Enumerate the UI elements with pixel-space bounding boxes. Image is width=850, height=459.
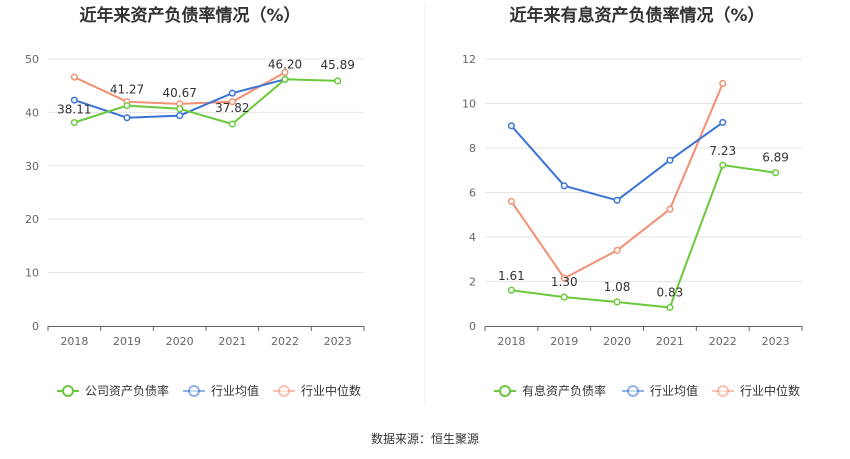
y-tick-label: 40 [25,106,39,119]
legend-item-company[interactable]: 公司资产负债率 [57,383,169,398]
legend-circle-marker [717,385,729,397]
industry-median-data-point [70,73,78,81]
x-tick-label: 2018 [60,335,88,348]
company-data-point [507,286,515,294]
y-tick-label: 0 [32,320,39,333]
data-label: 45.89 [320,58,354,72]
legend-item-industry-average[interactable]: 行业均值 [622,383,698,398]
y-tick-label: 6 [469,187,476,200]
industry-average-data-point [70,96,78,104]
data-label: 7.23 [709,144,736,158]
company-data-point [334,77,342,85]
company-data-point [613,298,621,306]
debt-ratio-chart: 近年来资产负债率情况（%） 0 10 20 30 40 50 2018 2019 2020 2021… [25,5,365,398]
data-label: 46.20 [268,57,302,71]
legend-circle-marker [278,385,290,397]
y-tick-label: 10 [462,98,476,111]
company-series-line [73,78,338,125]
legend-label: 公司资产负债率 [85,383,169,398]
company-data-point [70,118,78,127]
industry-average-data-point [613,196,621,204]
industry-average-data-point [719,118,727,126]
y-tick-label: 10 [25,267,39,280]
industry-average-data-point [560,182,568,190]
industry-average-data-point [666,156,674,164]
industry-average-data-point [228,89,236,97]
data-label: 1.30 [551,275,578,289]
company-data-point [228,120,236,128]
legend-label: 行业中位数 [740,383,800,398]
industry-median-data-point [719,79,727,88]
x-tick-label: 2018 [497,335,525,348]
company-data-point [560,293,568,301]
y-tick-label: 4 [469,231,476,244]
industry-median-data-point [281,68,289,76]
legend-label: 行业均值 [650,383,698,398]
legend-circle-marker [499,385,511,397]
y-tick-label: 12 [462,53,476,66]
x-tick-label: 2020 [166,335,194,348]
x-tick-label: 2019 [550,335,578,348]
chart-title: 近年来有息资产负债率情况（%） [509,5,764,26]
company-data-point [772,169,780,177]
chart-title: 近年来资产负债率情况（%） [79,5,300,26]
interest-debt-ratio-chart: 近年来有息资产负债率情况（%） 0 2 4 6 8 10 12 2018 2019 2020 2021… [462,5,803,398]
data-label: 41.27 [110,83,144,97]
industry-average-data-point [123,114,131,122]
legend-item-company[interactable]: 有息资产负债率 [494,383,606,398]
y-tick-label: 30 [25,160,39,173]
data-label: 0.83 [657,286,684,300]
company-series-line [511,164,776,309]
legend-item-industry-median[interactable]: 行业中位数 [712,383,800,398]
data-label: 1.08 [604,280,631,294]
x-tick-label: 2019 [113,335,141,348]
y-tick-label: 0 [469,320,476,333]
industry-median-data-point [666,205,674,213]
company-data-point [123,102,131,110]
legend-circle-marker [627,385,639,397]
legend-circle-marker [188,385,200,397]
y-tick-label: 2 [469,276,476,289]
x-tick-label: 2023 [762,335,790,348]
data-label: 1.61 [498,269,525,283]
company-data-point [666,303,674,312]
y-tick-label: 50 [25,53,39,66]
data-source-text: 数据来源：恒生聚源 [371,431,479,446]
y-tick-label: 8 [469,142,476,155]
legend-circle-marker [62,385,74,397]
x-tick-label: 2020 [603,335,631,348]
data-label: 37.82 [215,101,249,115]
legend-label: 行业中位数 [301,383,361,398]
industry-median-data-point [613,246,621,254]
legend-label: 行业均值 [211,383,259,398]
industry-median-data-point [507,197,515,205]
company-data-point [281,75,289,83]
legend-item-industry-median[interactable]: 行业中位数 [273,383,361,398]
industry-average-data-point [507,122,515,130]
x-tick-label: 2021 [656,335,684,348]
industry-average-data-point [176,112,184,120]
legend-label: 有息资产负债率 [522,383,606,398]
company-data-point [176,105,184,113]
y-tick-label: 20 [25,213,39,226]
x-tick-label: 2022 [709,335,737,348]
data-label: 40.67 [162,86,196,100]
data-label: 38.11 [57,102,91,116]
x-tick-label: 2023 [324,335,352,348]
legend-item-industry-average[interactable]: 行业均值 [183,383,259,398]
x-tick-label: 2021 [218,335,246,348]
company-data-point [719,161,727,169]
industry-median-data-point [228,98,236,106]
industry-median-data-point [560,274,568,282]
data-label: 6.89 [762,151,789,165]
x-tick-label: 2022 [271,335,299,348]
